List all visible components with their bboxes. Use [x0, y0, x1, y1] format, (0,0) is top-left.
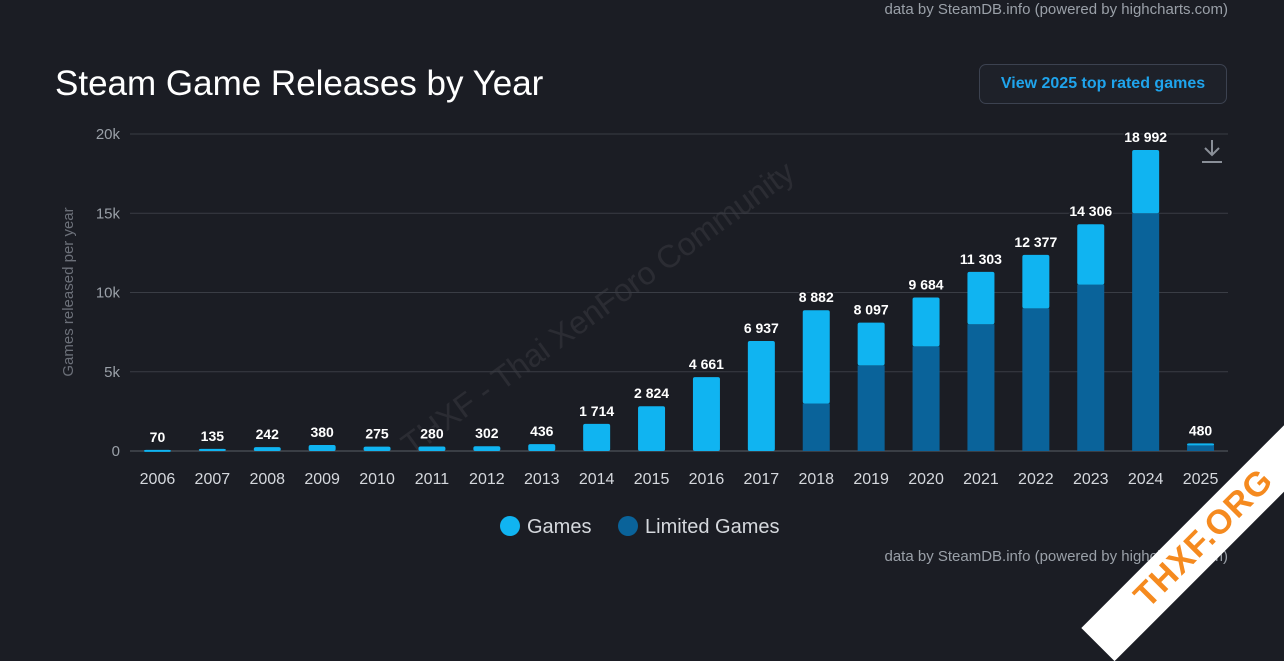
credit-top[interactable]: data by SteamDB.info (powered by highcha…: [884, 1, 1229, 18]
data-label: 8 882: [799, 289, 834, 305]
legend-marker[interactable]: [500, 516, 520, 536]
x-tick-label: 2025: [1183, 471, 1219, 488]
bar-games[interactable]: [198, 448, 226, 451]
data-label: 2 824: [634, 385, 669, 401]
data-label: 11 303: [960, 251, 1002, 267]
x-tick-label: 2022: [1018, 471, 1054, 488]
x-tick-label: 2008: [249, 471, 285, 488]
x-tick-label: 2014: [579, 471, 615, 488]
data-label: 70: [150, 429, 166, 445]
bar-limited-games[interactable]: [857, 365, 885, 451]
data-label: 8 097: [854, 302, 889, 318]
bar-games[interactable]: [418, 446, 446, 451]
x-tick-label: 2016: [689, 471, 725, 488]
x-tick-label: 2019: [853, 471, 889, 488]
x-tick-label: 2018: [798, 471, 834, 488]
x-tick-label: 2023: [1073, 471, 1109, 488]
bar-games[interactable]: [912, 297, 940, 347]
bar-games[interactable]: [1187, 443, 1215, 446]
download-arrow-icon[interactable]: [1200, 138, 1224, 164]
x-tick-label: 2012: [469, 471, 505, 488]
x-tick-label: 2006: [140, 471, 176, 488]
bar-limited-games[interactable]: [802, 403, 830, 451]
bar-games[interactable]: [692, 377, 720, 451]
y-tick-label: 10k: [96, 285, 121, 302]
bar-games[interactable]: [1077, 224, 1105, 285]
bar-games[interactable]: [253, 447, 281, 451]
x-tick-label: 2007: [195, 471, 231, 488]
legend-label[interactable]: Limited Games: [645, 516, 780, 538]
y-tick-label: 0: [112, 443, 120, 460]
data-label: 302: [475, 425, 499, 441]
x-tick-label: 2015: [634, 471, 670, 488]
data-label: 14 306: [1069, 203, 1112, 219]
data-label: 436: [530, 423, 554, 439]
bar-limited-games[interactable]: [1077, 284, 1105, 451]
legend-marker[interactable]: [618, 516, 638, 536]
x-tick-label: 2024: [1128, 471, 1164, 488]
bar-limited-games[interactable]: [967, 324, 995, 451]
bar-games[interactable]: [857, 322, 885, 366]
data-label: 135: [201, 428, 225, 444]
x-tick-label: 2011: [415, 471, 450, 488]
bar-games[interactable]: [747, 341, 775, 451]
bar-games[interactable]: [802, 310, 830, 404]
data-label: 12 377: [1014, 234, 1057, 250]
credit-bottom[interactable]: data by SteamDB.info (powered by highcha…: [884, 548, 1229, 565]
bar-limited-games[interactable]: [1132, 213, 1160, 451]
bar-games[interactable]: [1132, 149, 1160, 214]
y-tick-label: 15k: [96, 205, 121, 222]
bar-games[interactable]: [473, 446, 501, 451]
bar-games[interactable]: [308, 444, 336, 451]
x-tick-label: 2021: [963, 471, 999, 488]
data-label: 242: [256, 426, 280, 442]
bar-games[interactable]: [363, 446, 391, 451]
y-tick-label: 20k: [96, 126, 121, 143]
data-label: 380: [310, 424, 334, 440]
bar-games[interactable]: [1022, 254, 1050, 309]
chart-canvas: 70 135 242 380 275 280 302 436 1 714 2 824 4 661 6 …: [60, 126, 1228, 538]
y-axis-label: Games released per year: [60, 207, 77, 376]
chart-title: Steam Game Releases by Year: [55, 64, 544, 103]
data-label: 9 684: [909, 277, 944, 293]
bar-games[interactable]: [967, 271, 995, 325]
bar-games[interactable]: [143, 449, 171, 452]
bar-limited-games[interactable]: [1187, 444, 1215, 451]
data-label: 18 992: [1124, 129, 1167, 145]
data-label: 6 937: [744, 320, 779, 336]
bar-limited-games[interactable]: [1022, 308, 1050, 451]
bar-games[interactable]: [638, 406, 666, 451]
y-tick-label: 5k: [104, 364, 120, 381]
bar-games[interactable]: [528, 444, 556, 451]
data-label: 4 661: [689, 356, 724, 372]
x-tick-label: 2009: [304, 471, 340, 488]
data-label: 275: [365, 426, 389, 442]
data-label: 280: [420, 426, 444, 442]
x-tick-label: 2013: [524, 471, 560, 488]
x-tick-label: 2010: [359, 471, 395, 488]
legend-label[interactable]: Games: [527, 516, 591, 538]
view-top-rated-button[interactable]: View 2025 top rated games: [979, 64, 1227, 104]
x-tick-label: 2017: [744, 471, 780, 488]
data-label: 1 714: [579, 403, 614, 419]
bar-games[interactable]: [583, 423, 611, 451]
x-tick-label: 2020: [908, 471, 944, 488]
data-label: 480: [1189, 422, 1213, 438]
bar-limited-games[interactable]: [912, 346, 940, 451]
